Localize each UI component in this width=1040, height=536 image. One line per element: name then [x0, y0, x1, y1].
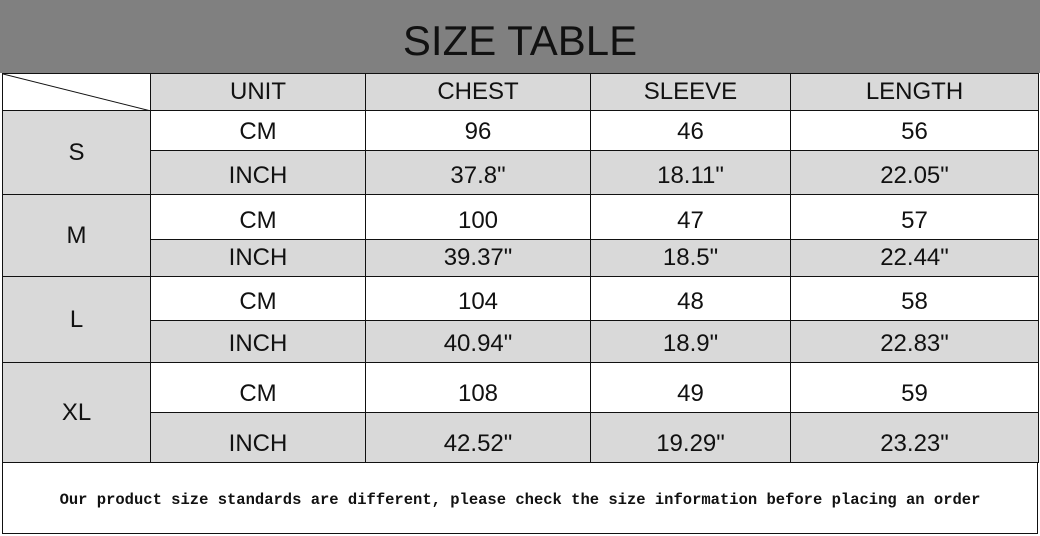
header-chest: CHEST: [365, 73, 591, 111]
cell-chest: 108: [365, 362, 591, 413]
cell-chest: 40.94": [365, 320, 591, 363]
table-row: S CM 96 46 56: [2, 110, 1039, 195]
cell-unit: CM: [150, 276, 366, 321]
table-row: INCH 42.52" 19.29" 23.23": [3, 412, 1039, 463]
cell-length: 23.23": [790, 412, 1039, 463]
cell-length: 22.83": [790, 320, 1039, 363]
cell-length: 59: [790, 362, 1039, 413]
page-title: SIZE TABLE: [0, 0, 1040, 73]
cell-chest: 96: [365, 110, 591, 151]
cell-unit: CM: [150, 110, 366, 151]
cell-length: 56: [790, 110, 1039, 151]
cell-unit: INCH: [150, 320, 366, 363]
footer-note: Our product size standards are different…: [2, 462, 1038, 534]
size-label: S: [2, 110, 151, 195]
table-row: L CM 104 48 58: [2, 276, 1039, 363]
cell-sleeve: 18.5": [590, 239, 791, 277]
header-row: UNIT CHEST SLEEVE LENGTH: [2, 73, 1039, 111]
cell-length: 58: [790, 276, 1039, 321]
cell-unit: CM: [150, 362, 366, 413]
cell-sleeve: 48: [590, 276, 791, 321]
corner-cell: [2, 73, 151, 111]
cell-chest: 100: [365, 194, 591, 240]
table-row: INCH 40.94" 18.9" 22.83": [3, 320, 1039, 363]
table-row: M CM 100 47 57: [2, 194, 1039, 277]
header-sleeve: SLEEVE: [590, 73, 791, 111]
cell-sleeve: 47: [590, 194, 791, 240]
cell-unit: CM: [150, 194, 366, 240]
cell-sleeve: 19.29": [590, 412, 791, 463]
table-row: INCH 39.37" 18.5" 22.44": [3, 239, 1039, 277]
table-row: INCH 37.8" 18.11" 22.05": [3, 150, 1039, 195]
size-table: UNIT CHEST SLEEVE LENGTH S CM 96 46 56 INCH 37…: [2, 73, 1039, 463]
cell-sleeve: 49: [590, 362, 791, 413]
cell-chest: 42.52": [365, 412, 591, 463]
header-unit: UNIT: [150, 73, 366, 111]
cell-chest: 37.8": [365, 150, 591, 195]
table-row: XL CM 108 49 59: [2, 362, 1039, 463]
cell-chest: 104: [365, 276, 591, 321]
size-label: M: [2, 194, 151, 277]
cell-unit: INCH: [150, 150, 366, 195]
size-label: XL: [2, 362, 151, 463]
cell-length: 22.44": [790, 239, 1039, 277]
cell-length: 22.05": [790, 150, 1039, 195]
header-length: LENGTH: [790, 73, 1039, 111]
cell-sleeve: 18.9": [590, 320, 791, 363]
cell-length: 57: [790, 194, 1039, 240]
cell-sleeve: 18.11": [590, 150, 791, 195]
size-label: L: [2, 276, 151, 363]
cell-sleeve: 46: [590, 110, 791, 151]
cell-unit: INCH: [150, 412, 366, 463]
cell-chest: 39.37": [365, 239, 591, 277]
cell-unit: INCH: [150, 239, 366, 277]
